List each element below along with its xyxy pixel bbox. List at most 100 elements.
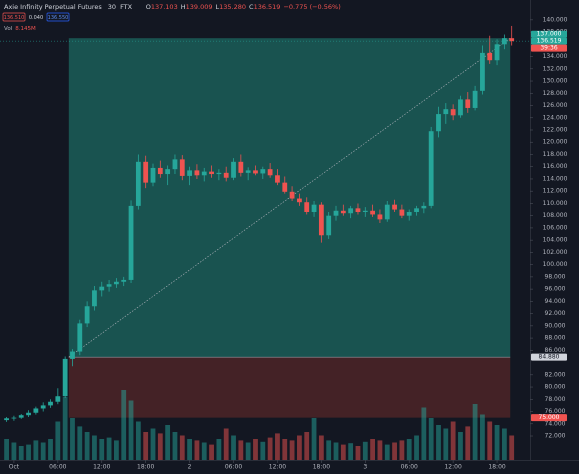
candle-body — [135, 161, 141, 206]
change: −0.775 (−0.56%) — [283, 3, 340, 11]
volume-bar — [414, 435, 419, 460]
x-tick-label: 18:00 — [488, 464, 505, 471]
candle-body — [92, 290, 97, 307]
candle-body — [355, 208, 361, 213]
stop-label-bg — [531, 414, 567, 422]
y-tick-label: 100.000 — [543, 261, 568, 268]
volume-bar — [297, 435, 302, 460]
plot-area — [4, 25, 515, 460]
y-tick-label: 86.000 — [545, 347, 566, 354]
last-price-label-bg — [531, 37, 567, 45]
exchange: FTX — [120, 3, 133, 11]
volume-bar — [318, 435, 324, 460]
candle-body — [26, 412, 31, 416]
volume-value: 8.145M — [15, 26, 36, 32]
x-tick-label: 06:00 — [401, 464, 418, 471]
volume-bar — [121, 390, 127, 460]
candle-body — [414, 208, 419, 213]
symbol: Axie Infinity Perpetual Futures — [4, 3, 102, 11]
x-tick-label: 18:00 — [137, 464, 154, 471]
volume-bar — [406, 439, 412, 460]
candle-body — [48, 401, 53, 406]
x-tick-label: 12:00 — [444, 464, 461, 471]
x-tick-label: 18:00 — [313, 464, 330, 471]
volume-bar — [253, 439, 258, 460]
entry-label-bg — [531, 353, 567, 361]
volume-bar — [194, 440, 200, 460]
candle-body — [326, 215, 332, 236]
volume-bar — [209, 444, 214, 460]
candle-body — [304, 202, 310, 213]
y-tick-label: 118.000 — [543, 151, 568, 158]
volume-bar — [333, 442, 339, 460]
volume-bar — [99, 439, 105, 460]
candle-body — [223, 172, 229, 178]
volume-bar — [480, 414, 485, 460]
last-price-label: 136.519 — [537, 38, 562, 45]
volume-bar — [465, 426, 471, 460]
target-label-bg — [531, 30, 567, 38]
volume-bar — [11, 442, 17, 460]
loss-zone — [68, 357, 511, 418]
volume-bar — [113, 440, 119, 460]
candle-body — [157, 167, 163, 175]
ohlc-key: H — [181, 3, 186, 11]
candle-body — [128, 205, 134, 280]
volume-bar — [501, 428, 507, 460]
candle-body — [436, 114, 441, 132]
volume-bar — [458, 432, 463, 460]
ohlc-key: C — [249, 3, 254, 11]
volume-bar — [238, 440, 244, 460]
y-tick-label: 108.000 — [543, 212, 568, 219]
ohlc-value: 137.103 — [151, 3, 178, 11]
y-tick-label: 110.000 — [543, 200, 568, 207]
y-tick-label: 128.000 — [543, 90, 568, 97]
candle-body — [362, 210, 368, 213]
target-label: 137.000 — [537, 31, 562, 38]
x-tick-label: 2 — [188, 464, 192, 471]
volume-bar — [62, 397, 68, 460]
y-tick-label: 130.000 — [543, 78, 568, 85]
candle-body — [55, 396, 61, 402]
volume-bar — [392, 442, 397, 460]
volume-bar — [106, 437, 112, 460]
candle-body — [194, 170, 200, 176]
volume-bar — [311, 418, 317, 460]
candle-body — [465, 99, 471, 108]
candle-body — [113, 281, 119, 285]
spread: 0.040 — [29, 15, 43, 21]
candle-body — [275, 175, 280, 183]
candle-body — [33, 408, 39, 413]
candle-body — [289, 191, 295, 199]
candle-body — [509, 38, 515, 42]
candle-body — [201, 171, 207, 176]
volume-bar — [18, 446, 24, 460]
candle-body — [106, 284, 112, 287]
candle-body — [70, 351, 75, 359]
candle-body — [62, 358, 68, 397]
candle-body — [487, 52, 493, 61]
y-tick-label: 96.000 — [545, 286, 566, 293]
y-tick-label: 94.000 — [545, 298, 566, 305]
candle-body — [40, 405, 46, 409]
volume-bar — [377, 440, 383, 460]
candle-body — [348, 208, 354, 214]
ohlc-key: L — [216, 3, 220, 11]
candle-body — [179, 159, 185, 176]
y-tick-label: 90.000 — [545, 322, 566, 329]
volume-bar — [143, 432, 149, 460]
candle-body — [443, 109, 449, 115]
candle-body — [260, 169, 266, 174]
volume-bar — [260, 441, 266, 460]
y-tick-label: 82.000 — [545, 371, 566, 378]
candle-body — [340, 210, 346, 214]
y-tick-label: 74.000 — [545, 420, 566, 427]
candle-body — [421, 205, 427, 209]
x-tick-label: 06:00 — [49, 464, 66, 471]
ohlc-key: O — [146, 3, 151, 11]
candle-body — [18, 415, 24, 418]
y-tick-label: 116.000 — [543, 163, 568, 170]
x-tick-label: 12:00 — [269, 464, 286, 471]
candle-body — [150, 167, 156, 183]
